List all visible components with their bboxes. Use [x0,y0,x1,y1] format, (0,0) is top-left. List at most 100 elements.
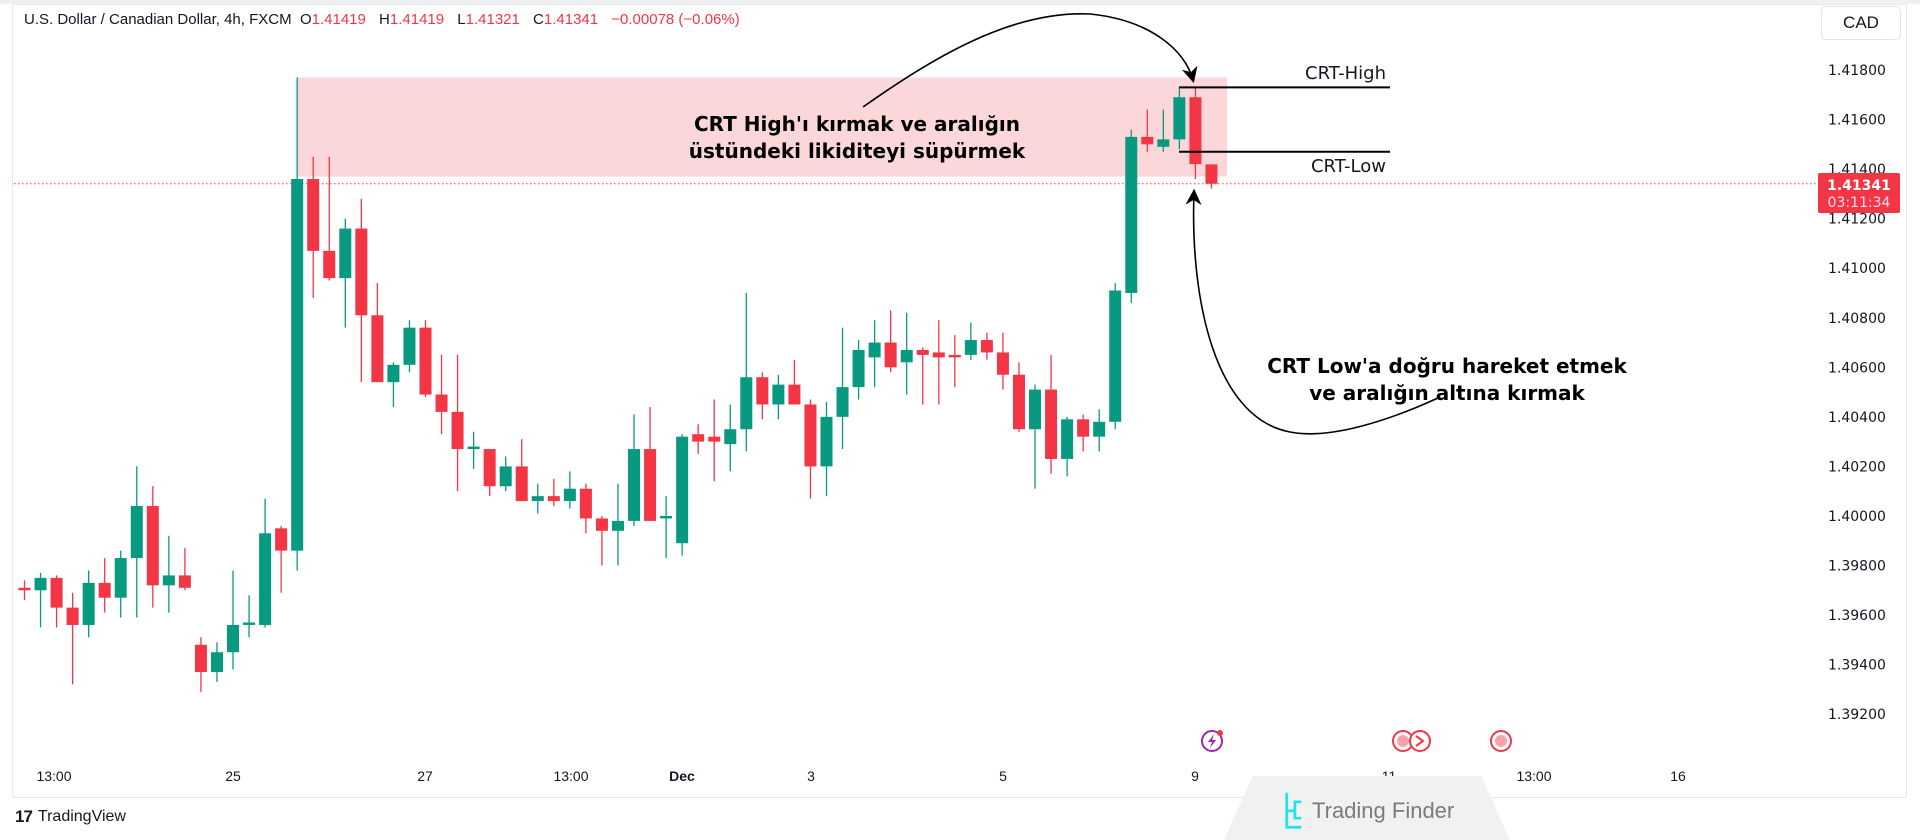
candle-down[interactable] [307,156,320,298]
candle-down[interactable] [1205,164,1218,189]
candle-up[interactable] [82,570,95,638]
candle-down[interactable] [146,486,159,608]
close-value: 1.41341 [543,11,599,28]
candle-down[interactable] [323,156,336,281]
candle-up[interactable] [34,572,47,628]
candle-down[interactable] [1141,109,1154,152]
crt-high-label: CRT-High [1305,63,1386,84]
candle-up[interactable] [1125,129,1138,303]
candle-up[interactable] [1093,409,1106,452]
candle-up[interactable] [900,312,913,395]
candle-down[interactable] [579,483,592,534]
candle-up[interactable] [611,483,624,566]
candle-body [130,506,143,559]
us-flag-icon[interactable] [1409,730,1431,752]
candle-up[interactable] [852,340,865,400]
candle-up[interactable] [1061,416,1074,477]
candle-down[interactable] [1189,87,1202,180]
candle-body [1173,97,1186,140]
candle-down[interactable] [50,575,63,628]
low-value: 1.41321 [465,11,520,28]
candle-down[interactable] [692,424,705,455]
candle-down[interactable] [66,592,79,685]
candle-up[interactable] [243,595,256,638]
candle-down[interactable] [644,406,657,521]
candle-down[interactable] [708,399,721,482]
candle-up[interactable] [162,535,175,613]
candle-body [916,349,929,355]
candle-body [194,644,207,673]
candle-down[interactable] [178,548,191,591]
time-tick-label: 27 [417,768,433,784]
candle-down[interactable] [916,347,929,405]
candle-down[interactable] [756,372,769,420]
candle-body [1141,136,1154,145]
currency-button[interactable]: CAD [1821,6,1901,40]
candle-down[interactable] [788,359,801,405]
symbol-title[interactable]: U.S. Dollar / Canadian Dollar, 4h, FXCM [24,11,292,28]
candle-up[interactable] [964,322,977,360]
candle-down[interactable] [194,637,207,692]
candle-up[interactable] [387,362,400,407]
candle-up[interactable] [772,374,785,420]
candle-down[interactable] [948,335,961,388]
tradingview-branding[interactable]: 17 TradingView [15,807,126,827]
candle-body [114,558,127,598]
candle-up[interactable] [291,77,304,571]
candle-down[interactable] [996,332,1009,390]
candle-up[interactable] [868,320,881,388]
candle-up[interactable] [339,218,352,328]
candle-up[interactable] [531,483,544,514]
candle-up[interactable] [227,570,240,670]
candle-up[interactable] [563,471,576,509]
candle-up[interactable] [724,404,737,472]
candle-up[interactable] [130,466,143,618]
candle-up[interactable] [403,320,416,373]
candle-up[interactable] [1029,384,1042,489]
candle-down[interactable] [932,320,945,405]
candle-body [772,384,785,405]
candle-down[interactable] [980,332,993,360]
candle-down[interactable] [451,354,464,492]
candle-up[interactable] [1173,87,1186,150]
candle-up[interactable] [259,498,272,628]
candle-up[interactable] [628,414,641,526]
candle-down[interactable] [515,439,528,502]
candle-down[interactable] [804,399,817,499]
candle-body [291,179,304,551]
candle-up[interactable] [114,550,127,618]
candle-up[interactable] [836,327,849,450]
time-tick-label: 16 [1670,768,1686,784]
us-flag-icon[interactable] [1490,730,1512,752]
candle-down[interactable] [355,198,368,383]
candle-down[interactable] [371,283,384,383]
candle-down[interactable] [547,478,560,507]
candle-up[interactable] [660,496,673,559]
candle-up[interactable] [210,642,223,682]
candle-up[interactable] [820,401,833,497]
candle-down[interactable] [18,580,31,601]
candle-up[interactable] [740,292,753,452]
candle-down[interactable] [275,525,288,593]
candle-down[interactable] [435,354,448,435]
candle-up[interactable] [499,456,512,492]
candle-down[interactable] [483,449,496,497]
candle-body [371,315,384,383]
candle-down[interactable] [1045,354,1058,474]
candle-down[interactable] [1077,414,1090,452]
lightning-event-icon[interactable] [1201,730,1223,752]
open-label: O [299,11,312,28]
candle-up[interactable] [676,434,689,556]
candle-down[interactable] [884,310,897,373]
candle-up[interactable] [467,431,480,469]
candle-up[interactable] [1157,109,1170,152]
candle-down[interactable] [595,515,608,566]
candle-down[interactable] [1012,362,1025,432]
candle-down[interactable] [419,320,432,398]
candle-body [820,416,833,467]
candle-up[interactable] [1109,283,1122,430]
tradingview-text: TradingView [37,808,126,825]
candle-body [948,354,961,358]
candle-down[interactable] [98,558,111,613]
